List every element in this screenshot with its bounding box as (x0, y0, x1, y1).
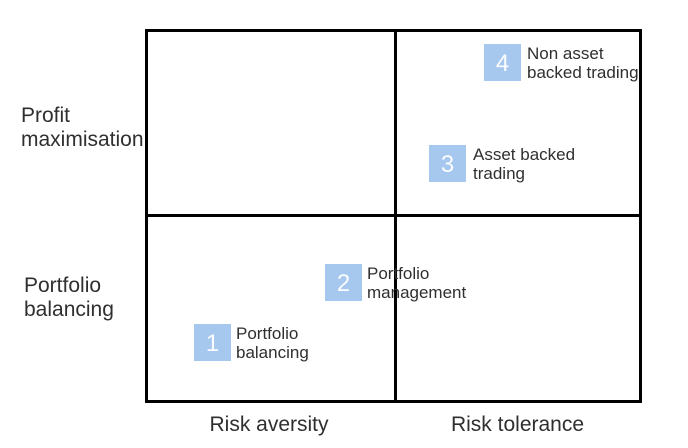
item-2-label: Portfolio management (367, 264, 466, 302)
item-3-number: 3 (440, 151, 455, 178)
x-axis-label-risk-tolerance: Risk tolerance (450, 413, 585, 436)
item-1-label-line: Portfolio (236, 324, 299, 343)
item-3-label-line: trading (473, 164, 525, 183)
x-axis-label-risk-aversity: Risk aversity (209, 413, 329, 436)
item-4-number-box: 4 (484, 44, 521, 81)
item-3-label-line: Asset backed (473, 145, 576, 164)
item-1-number-box: 1 (194, 324, 231, 361)
item-4-label-line: backed trading (527, 63, 639, 82)
item-4-number: 4 (495, 50, 510, 77)
y-axis-label-line: maximisation (21, 128, 144, 151)
item-2-label-line: management (367, 283, 467, 302)
item-2-number: 2 (336, 270, 351, 297)
item-3-label: Asset backed trading (473, 145, 575, 183)
item-2-label-line: Portfolio (367, 264, 430, 283)
y-axis-label-portfolio-balancing: Portfolio balancing (24, 274, 114, 322)
y-axis-label-line: Portfolio (24, 274, 102, 297)
item-3-number-box: 3 (429, 145, 466, 182)
horizontal-divider (148, 214, 639, 217)
item-1-label: Portfolio balancing (236, 324, 309, 362)
item-2-number-box: 2 (325, 264, 362, 301)
y-axis-label-line: Profit (21, 104, 71, 127)
y-axis-label-profit-maximisation: Profit maximisation (21, 104, 144, 152)
item-4-label-line: Non asset (527, 44, 604, 63)
item-1-number: 1 (205, 330, 220, 357)
y-axis-label-line: balancing (24, 298, 114, 321)
item-1-label-line: balancing (236, 343, 309, 362)
item-4-label: Non asset backed trading (527, 44, 639, 82)
